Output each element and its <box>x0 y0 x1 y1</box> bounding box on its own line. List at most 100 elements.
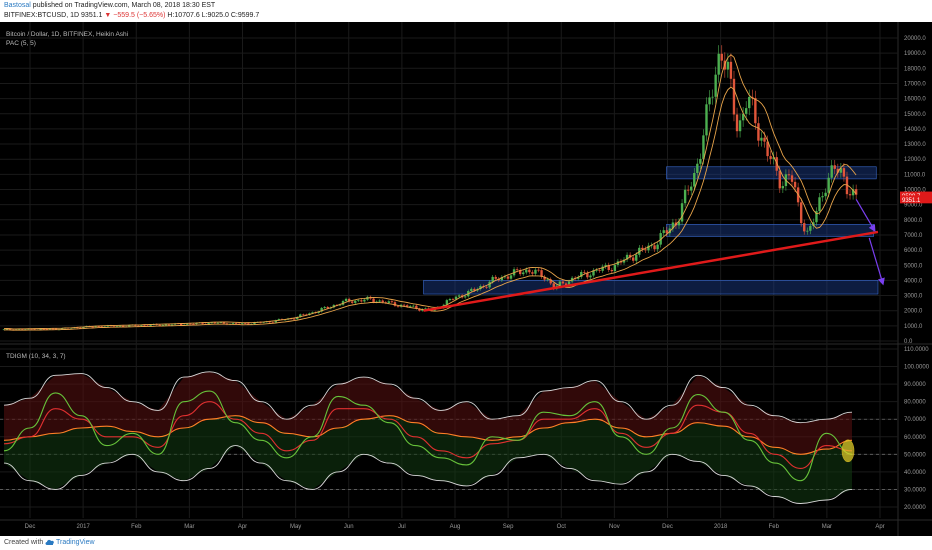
cloud-icon <box>45 538 55 549</box>
candle-body <box>818 197 821 212</box>
candle-body <box>115 326 119 327</box>
tdi-tick-label: 30.0000 <box>904 487 926 493</box>
candle-body <box>787 174 791 176</box>
candle-body <box>409 306 412 307</box>
candle-body <box>586 272 589 278</box>
candle-body <box>363 299 366 302</box>
candle-body <box>112 325 116 327</box>
candle-body <box>763 137 766 142</box>
candle-body <box>143 325 146 327</box>
candle-body <box>48 328 52 330</box>
tdi-chart-title: TDIGM (10, 34, 3, 7) <box>6 353 66 360</box>
candle-body <box>347 298 351 302</box>
candle-body <box>711 96 714 98</box>
candle-body <box>146 325 149 327</box>
candle-body <box>720 53 723 61</box>
x-tick-label: Oct <box>557 524 567 530</box>
candle-body <box>357 300 360 302</box>
x-tick-label: Apr <box>238 524 247 530</box>
author-link[interactable]: Bastosal <box>4 2 31 9</box>
chart-svg: Dec 2017 Feb Mar Apr May Jun Jul Aug Sep Oct Nov Dec… <box>0 22 932 536</box>
publish-line: Bastosal published on TradingView.com, M… <box>4 2 215 9</box>
tdi-slow-line <box>3 401 853 469</box>
candle-body <box>815 211 818 223</box>
candle-body <box>262 322 265 323</box>
tdi-tick-label: 70.0000 <box>904 417 926 423</box>
candle-body <box>323 306 326 308</box>
price-tick-label: 12000.0 <box>904 157 926 163</box>
candle-body <box>708 97 711 105</box>
candle-body <box>45 328 48 330</box>
candle-body <box>613 264 617 272</box>
candle-body <box>473 288 476 291</box>
candle-body <box>650 245 653 247</box>
price-tick-label: 4000.0 <box>904 278 923 284</box>
candle-body <box>732 78 736 115</box>
candle-body <box>396 305 400 307</box>
tdi-upper-fill <box>4 371 852 455</box>
candle-body <box>803 223 806 232</box>
candle-body <box>488 281 491 288</box>
trendline <box>423 230 879 312</box>
candle-body <box>424 308 427 310</box>
published-text: published on TradingView.com, March 08, … <box>30 2 216 9</box>
candle-body <box>387 301 391 303</box>
candle-body <box>662 230 665 234</box>
candle-body <box>690 186 693 191</box>
created-with-label: Created with <box>4 539 44 546</box>
price-tick-label: 19000.0 <box>904 51 926 57</box>
candle-body <box>274 320 278 323</box>
candle-body <box>344 298 348 301</box>
candle-body <box>296 317 299 320</box>
x-tick-label: Nov <box>609 524 620 530</box>
candle-body <box>696 163 699 173</box>
candle-body <box>503 276 507 278</box>
candle-body <box>350 301 354 303</box>
candle-body <box>537 269 540 271</box>
candle-body <box>54 328 58 330</box>
x-tick-label: 2017 <box>76 524 90 530</box>
candle-body <box>833 165 836 169</box>
chart-area[interactable]: Dec 2017 Feb Mar Apr May Jun Jul Aug Sep Oct Nov Dec… <box>0 22 932 536</box>
pac-label: PAC (5, 5) <box>6 40 36 47</box>
candle-body <box>738 120 742 132</box>
tradingview-brand[interactable]: TradingView <box>56 539 95 546</box>
candle-body <box>179 323 183 326</box>
candle-body <box>317 311 320 313</box>
tdi-tick-label: 110.0000 <box>904 347 929 353</box>
candle-body <box>705 104 708 136</box>
candle-body <box>332 305 336 308</box>
candle-body <box>748 96 751 109</box>
price-tick-label: 20000.0 <box>904 36 926 42</box>
candle-body <box>806 230 809 232</box>
candle-body <box>641 247 644 250</box>
candle-body <box>671 222 675 229</box>
candle-body <box>836 168 840 173</box>
candle-body <box>372 298 375 303</box>
candle-body <box>592 270 595 276</box>
candle-body <box>528 269 531 273</box>
candle-body <box>158 324 161 326</box>
candle-body <box>665 230 668 234</box>
candle-body <box>216 322 220 324</box>
candle-body <box>543 276 546 280</box>
candle-body <box>18 329 21 330</box>
price-tick-label: 3000.0 <box>904 294 923 300</box>
candle-body <box>793 181 797 188</box>
candle-body <box>647 245 650 251</box>
candle-body <box>686 189 690 191</box>
candle-body <box>824 192 827 197</box>
candle-body <box>854 189 858 195</box>
candle-body <box>121 325 125 327</box>
candle-body <box>231 323 235 324</box>
candle-body <box>244 323 247 325</box>
candle-body <box>525 269 528 273</box>
price-tick-label: 13000.0 <box>904 142 926 148</box>
candle-body <box>622 259 626 263</box>
candle-body <box>311 312 314 314</box>
candle-body <box>656 244 659 250</box>
price-tag-label: 9351.1 <box>902 198 921 204</box>
x-tick-label: Aug <box>450 524 461 530</box>
candle-body <box>463 296 467 298</box>
candle-body <box>534 269 537 274</box>
